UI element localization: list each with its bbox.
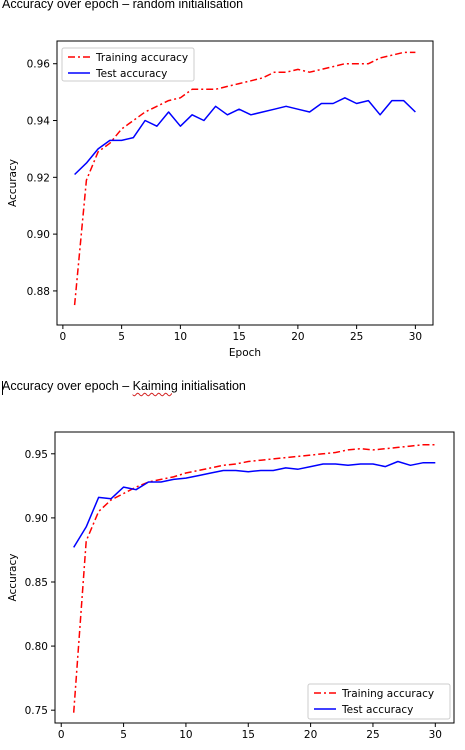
- y-tick-label: 0.88: [27, 286, 50, 298]
- y-tick-label: 0.80: [25, 641, 48, 653]
- y-axis-label: Accuracy: [7, 159, 19, 207]
- x-axis-label: Epoch: [229, 347, 261, 359]
- x-tick-label: 5: [120, 729, 127, 741]
- x-tick-label: 15: [232, 331, 245, 343]
- y-tick-label: 0.94: [27, 116, 51, 128]
- x-tick-label: 10: [179, 729, 192, 741]
- y-tick-label: 0.75: [25, 705, 48, 717]
- test-accuracy-line: [74, 97, 416, 176]
- x-tick-label: 20: [291, 331, 304, 343]
- x-tick-label: 20: [304, 729, 317, 741]
- x-tick-label: 0: [60, 331, 67, 343]
- training-accuracy-line: [72, 444, 436, 713]
- x-tick-label: 0: [58, 729, 65, 741]
- chart-2-heading-suffix: initialisation: [177, 379, 246, 393]
- legend-test-label: Test accuracy: [95, 68, 167, 80]
- y-tick-label: 0.85: [25, 577, 48, 589]
- y-tick-label: 0.95: [25, 449, 48, 461]
- legend-test-label: Test accuracy: [341, 704, 413, 716]
- x-tick-label: 30: [409, 331, 422, 343]
- y-tick-label: 0.90: [27, 229, 50, 241]
- chart-1-heading: Accuracy over epoch – random initialisat…: [2, 0, 244, 11]
- x-tick-label: 15: [242, 729, 255, 741]
- text-cursor: [2, 381, 3, 395]
- legend-box: [61, 47, 195, 82]
- chart-2-heading: Accuracy over epoch – Kaiming initialisa…: [2, 379, 246, 393]
- plot-frame: [56, 40, 434, 326]
- legend-box: [307, 683, 451, 720]
- y-tick-label: 0.90: [25, 513, 48, 525]
- chart-random-init: 0 5 10 15 20 25 30 0.88 0.90 0.92 0.94 0.96 Epoch Acc…: [7, 40, 434, 359]
- legend: Training accuracy Test accuracy: [307, 683, 451, 720]
- chart-2-heading-prefix: Accuracy over epoch –: [2, 379, 133, 393]
- plot-frame: [54, 431, 455, 724]
- chart-2-heading-flagged-word: Kaiming: [132, 379, 178, 393]
- test-accuracy-line: [73, 460, 436, 548]
- y-tick-label: 0.96: [27, 59, 51, 71]
- x-tick-label: 25: [350, 331, 363, 343]
- x-tick-label: 5: [118, 331, 125, 343]
- x-tick-label: 30: [429, 729, 442, 741]
- legend: Training accuracy Test accuracy: [61, 47, 195, 82]
- legend-training-label: Training accuracy: [341, 688, 434, 700]
- y-tick-label: 0.92: [27, 172, 50, 184]
- training-accuracy-line: [73, 51, 416, 306]
- legend-training-label: Training accuracy: [95, 52, 188, 64]
- x-tick-label: 25: [366, 729, 379, 741]
- x-tick-label: 10: [174, 331, 187, 343]
- y-axis-label: Accuracy: [7, 554, 19, 602]
